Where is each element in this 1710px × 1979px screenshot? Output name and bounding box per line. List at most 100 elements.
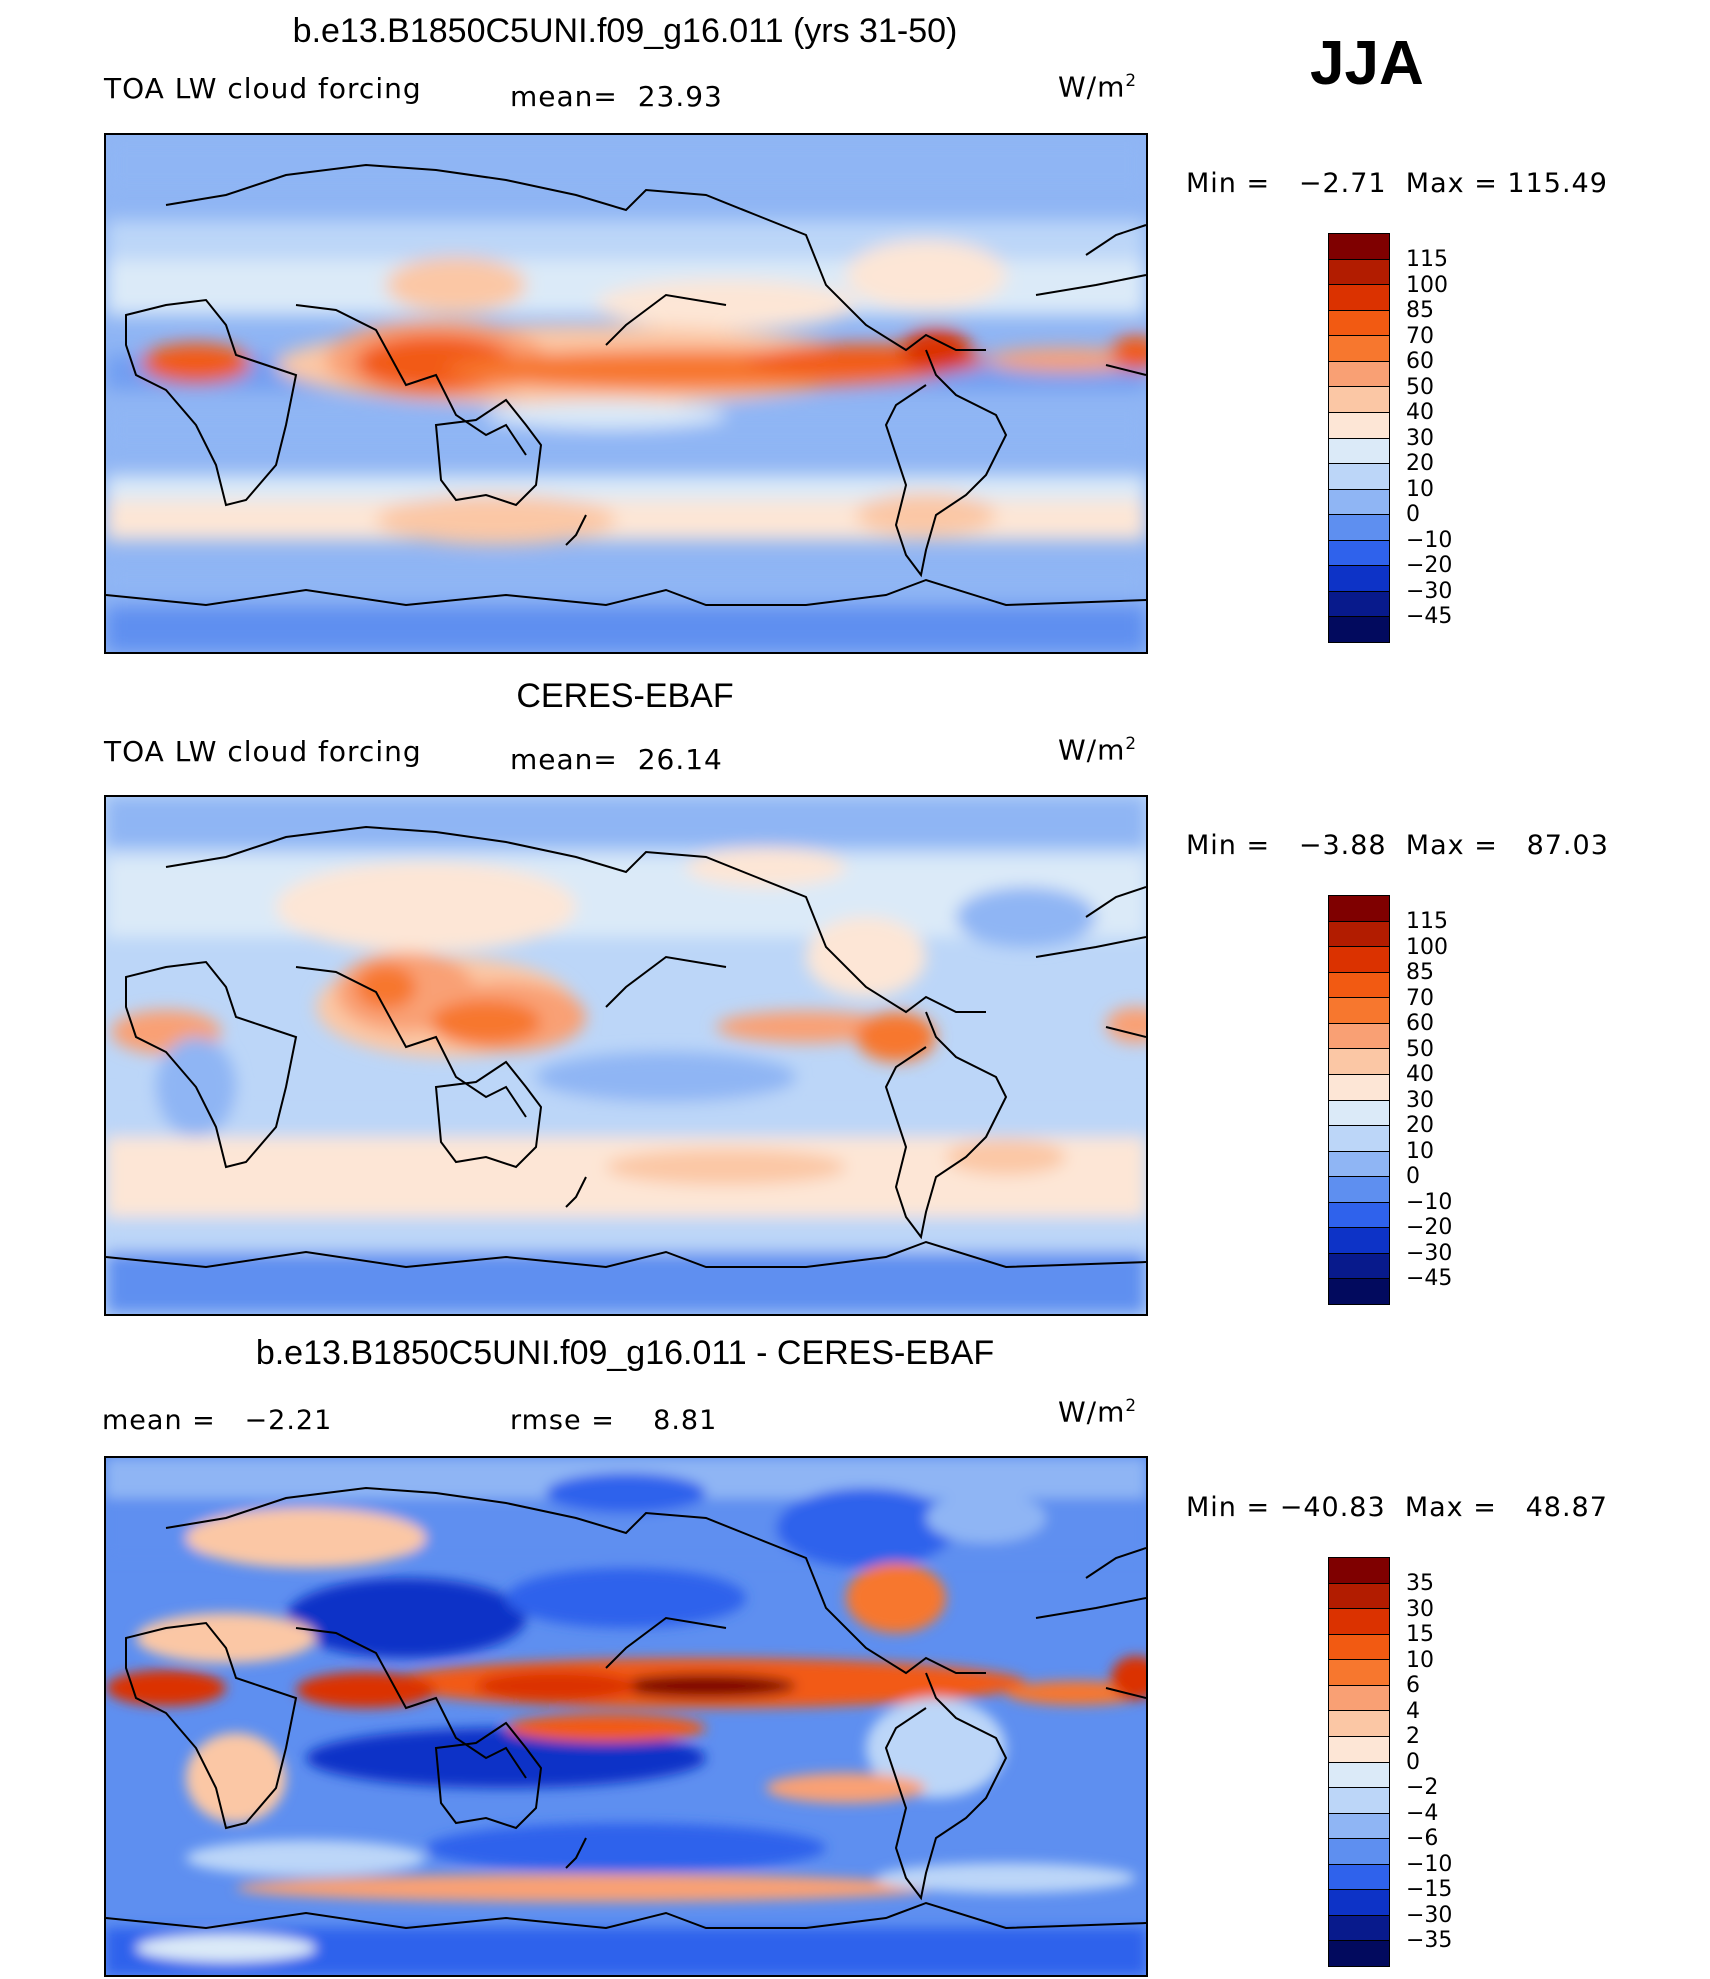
panel2-max-label: Max = <box>1405 830 1498 861</box>
cbar-swatch <box>1329 972 1389 999</box>
panel2-variable: TOA LW cloud forcing <box>104 735 422 768</box>
cbar-label: −10 <box>1406 527 1453 553</box>
panel2-mean: mean= 26.14 <box>510 743 723 776</box>
panel1-min-value: −2.71 <box>1298 168 1387 199</box>
cbar-label: 0 <box>1406 502 1420 527</box>
panel3-rmse: rmse = 8.81 <box>510 1405 717 1436</box>
cbar-label: 10 <box>1406 1138 1434 1164</box>
cbar-swatch <box>1329 412 1389 439</box>
unit-exponent: 2 <box>1125 1395 1138 1415</box>
panel1-colorbar <box>1328 233 1390 643</box>
cbar-label: 85 <box>1406 298 1434 323</box>
panel3-mean: mean = −2.21 <box>102 1405 332 1436</box>
panel1-min-label: Min = <box>1186 168 1271 199</box>
cbar-swatch <box>1329 489 1389 516</box>
cbar-label: 60 <box>1406 1011 1434 1036</box>
cbar-label: 40 <box>1406 400 1434 425</box>
panel3-mean-value: −2.21 <box>244 1405 333 1436</box>
panel1-title: b.e13.B1850C5UNI.f09_g16.011 (yrs 31-50) <box>292 12 958 50</box>
panel3-colorbar-labels: 35 30 15 10 6 4 2 0 −2 −4 −6 −10 −15 −30… <box>1406 1571 1452 1954</box>
cbar-label: 85 <box>1406 960 1434 985</box>
panel3-rmse-value: 8.81 <box>653 1405 718 1436</box>
cbar-label: −20 <box>1406 1215 1453 1240</box>
cbar-label: 0 <box>1406 1749 1420 1775</box>
cbar-swatch <box>1329 234 1389 260</box>
cbar-swatch <box>1329 617 1389 642</box>
cbar-swatch <box>1329 259 1389 286</box>
panel2-min-value: −3.88 <box>1298 830 1387 861</box>
cbar-swatch <box>1329 1023 1389 1050</box>
panel3-title: b.e13.B1850C5UNI.f09_g16.011 - CERES-EBA… <box>255 1334 995 1372</box>
cbar-label: 10 <box>1406 1647 1434 1673</box>
panel2-max-value: 87.03 <box>1526 830 1609 861</box>
unit-text: W/m <box>1058 733 1126 767</box>
cbar-label: −45 <box>1406 604 1453 629</box>
panel2-min-label: Min = <box>1186 830 1271 861</box>
cbar-label: 6 <box>1406 1673 1420 1698</box>
cbar-label: 30 <box>1406 425 1434 451</box>
panel2-map-svg <box>106 797 1146 1314</box>
panel2-colorbar <box>1328 895 1390 1305</box>
cbar-swatch <box>1329 947 1389 973</box>
cbar-swatch <box>1329 387 1389 413</box>
cbar-swatch <box>1329 1736 1389 1763</box>
cbar-label: −35 <box>1406 1928 1453 1953</box>
cbar-label: −15 <box>1406 1877 1453 1902</box>
panel3-mean-label: mean = <box>102 1405 216 1436</box>
cbar-label: 70 <box>1406 323 1434 349</box>
panel1-max-value: 115.49 <box>1507 168 1608 199</box>
panel3-map-svg <box>106 1458 1146 1975</box>
cbar-label: 60 <box>1406 349 1434 374</box>
panel1-mean-value: 23.93 <box>637 80 723 113</box>
cbar-label: 100 <box>1406 934 1448 960</box>
panel1-mean-label: mean= <box>510 80 618 113</box>
cbar-label: 40 <box>1406 1062 1434 1087</box>
panel1-variable: TOA LW cloud forcing <box>104 72 422 105</box>
cbar-swatch <box>1329 336 1389 362</box>
panel3-rmse-label: rmse = <box>510 1405 615 1436</box>
unit-exponent: 2 <box>1125 70 1138 90</box>
panel1-colorbar-labels: 115 100 85 70 60 50 40 30 20 10 0 −10 −2… <box>1406 247 1452 630</box>
cbar-label: 50 <box>1406 1036 1434 1062</box>
cbar-label: −6 <box>1406 1826 1439 1851</box>
cbar-label: 30 <box>1406 1596 1434 1622</box>
cbar-label: −2 <box>1406 1775 1439 1800</box>
cbar-label: 115 <box>1406 247 1448 272</box>
cbar-swatch <box>1329 1864 1389 1891</box>
cbar-label: −10 <box>1406 1851 1453 1877</box>
cbar-label: 10 <box>1406 476 1434 502</box>
panel3-max-value: 48.87 <box>1525 1492 1608 1523</box>
unit-text: W/m <box>1058 70 1126 104</box>
panel2-title: CERES-EBAF <box>516 677 734 715</box>
cbar-swatch <box>1329 1202 1389 1229</box>
cbar-swatch <box>1329 566 1389 592</box>
season-label: JJA <box>1310 29 1424 98</box>
cbar-label: 4 <box>1406 1698 1420 1724</box>
cbar-swatch <box>1329 1660 1389 1686</box>
cbar-label: 15 <box>1406 1622 1434 1647</box>
panel1-unit: W/m2 <box>1058 70 1137 103</box>
cbar-swatch <box>1329 515 1389 541</box>
cbar-swatch <box>1329 1634 1389 1661</box>
panel3-min-value: −40.83 <box>1279 1492 1386 1523</box>
cbar-swatch <box>1329 1685 1389 1712</box>
cbar-swatch <box>1329 1583 1389 1610</box>
cbar-swatch <box>1329 1558 1389 1584</box>
cbar-swatch <box>1329 1279 1389 1304</box>
cbar-swatch <box>1329 1762 1389 1789</box>
cbar-swatch <box>1329 1049 1389 1075</box>
cbar-swatch <box>1329 998 1389 1024</box>
unit-text: W/m <box>1058 1395 1126 1429</box>
cbar-label: −10 <box>1406 1189 1453 1215</box>
cbar-swatch <box>1329 1253 1389 1280</box>
panel3-max-label: Max = <box>1404 1492 1497 1523</box>
panel3-minmax: Min = −40.83 Max = 48.87 <box>1186 1492 1608 1523</box>
panel1-minmax: Min = −2.71 Max = 115.49 <box>1186 168 1608 199</box>
cbar-label: 2 <box>1406 1724 1420 1749</box>
cbar-swatch <box>1329 1100 1389 1127</box>
cbar-label: −20 <box>1406 553 1453 578</box>
cbar-swatch <box>1329 438 1389 465</box>
cbar-swatch <box>1329 540 1389 567</box>
cbar-label: −30 <box>1406 1902 1453 1928</box>
panel2-mean-label: mean= <box>510 743 618 776</box>
